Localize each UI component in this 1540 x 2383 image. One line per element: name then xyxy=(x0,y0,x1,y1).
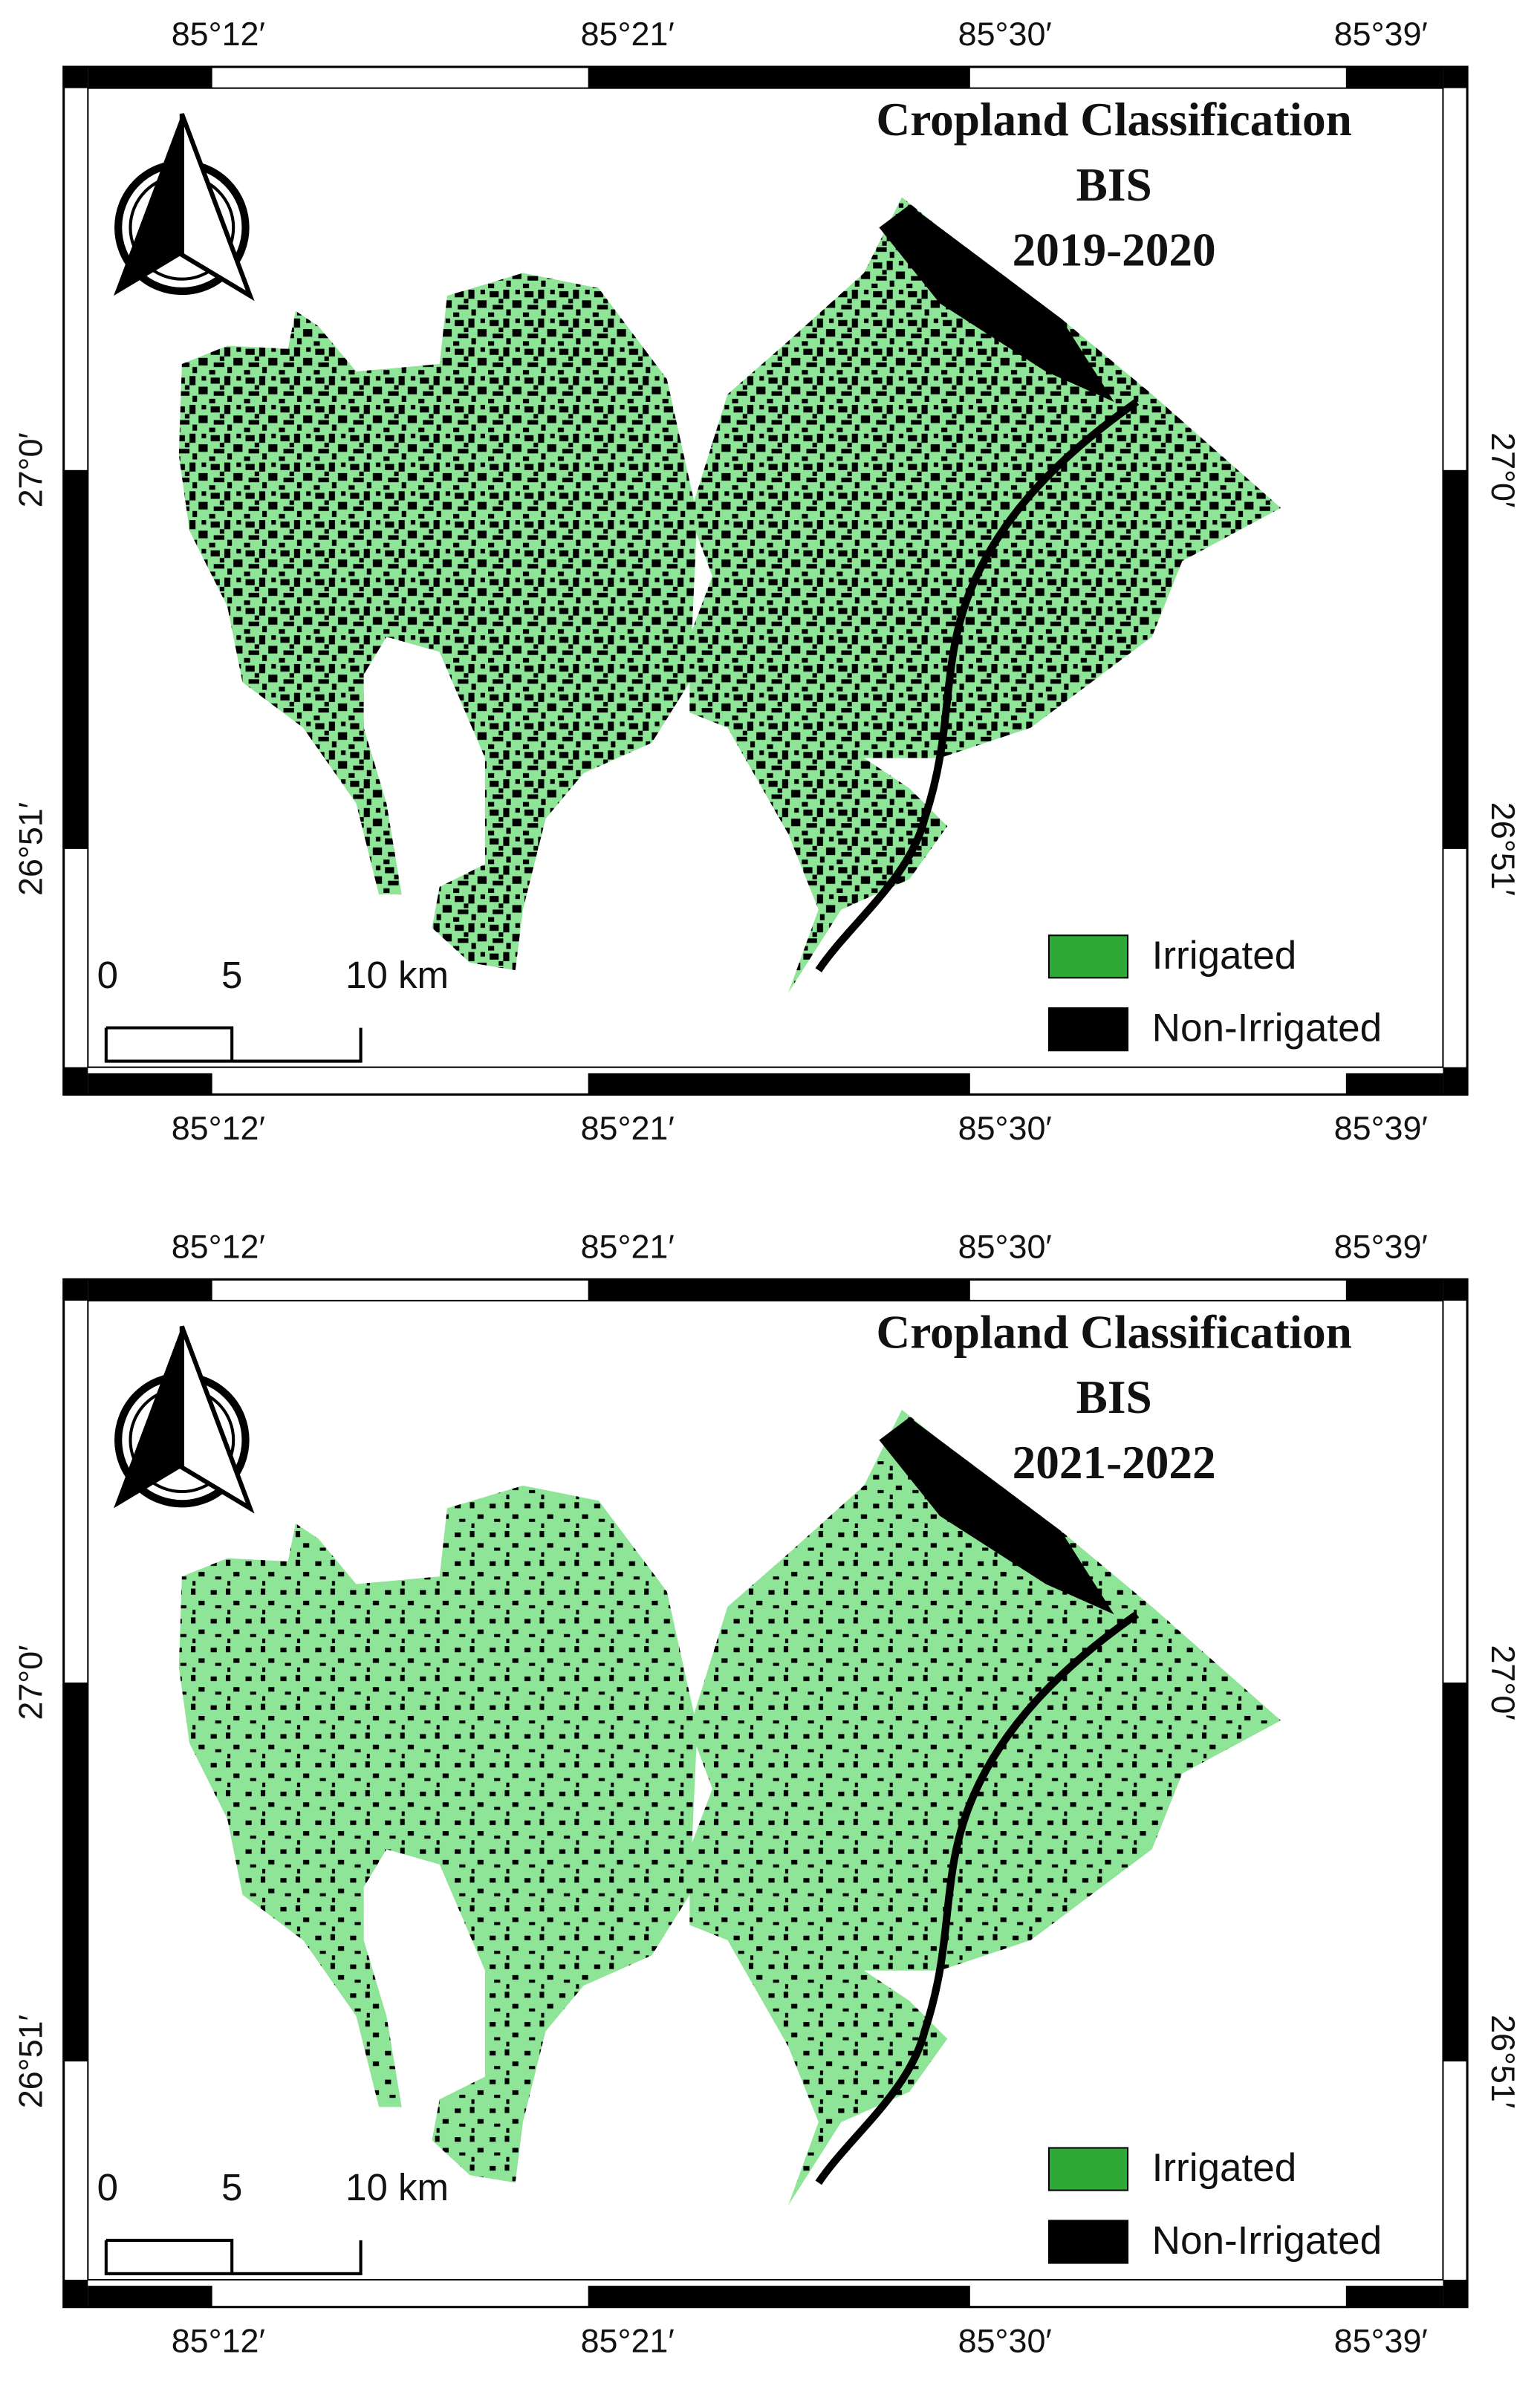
north-arrow xyxy=(114,114,182,296)
north-arrow xyxy=(114,1326,182,1509)
legend-swatch xyxy=(1047,934,1129,979)
frame-band xyxy=(588,67,970,88)
district-region xyxy=(178,1485,698,2183)
map-title: BIS xyxy=(1076,159,1152,211)
map-panel: Cropland Classification BIS 2021-2022 85°12… xyxy=(12,1227,1522,2359)
map-title: 2019-2020 xyxy=(1013,224,1216,276)
frame-band xyxy=(63,2279,88,2307)
legend-label: Irrigated xyxy=(1152,934,1297,978)
legend-label: Non-Irrigated xyxy=(1152,1007,1383,1050)
frame-band xyxy=(588,1279,970,1301)
latitude-label: 26°51′ xyxy=(12,802,50,896)
scale-bar xyxy=(104,1026,363,1063)
frame-band xyxy=(1443,1683,1468,2062)
frame-band xyxy=(63,67,88,88)
frame-band xyxy=(1345,67,1443,88)
frame-band xyxy=(1443,1279,1468,1301)
frame-band xyxy=(63,1067,88,1095)
map-title: Cropland Classification xyxy=(877,1306,1352,1358)
longitude-label: 85°30′ xyxy=(958,15,1052,53)
longitude-label: 85°39′ xyxy=(1334,1227,1428,1265)
longitude-label: 85°12′ xyxy=(172,15,265,53)
frame-band xyxy=(1443,67,1468,88)
longitude-label: 85°12′ xyxy=(172,2322,265,2360)
legend-swatch xyxy=(1047,1007,1129,1052)
north-arrow xyxy=(179,1325,255,1514)
frame-band xyxy=(1443,2279,1468,2307)
frame-band xyxy=(1345,2286,1443,2307)
legend-swatch xyxy=(1047,2220,1129,2264)
non-irrigated-patch xyxy=(879,204,1114,402)
non-irrigated-patch xyxy=(879,1417,1114,1615)
longitude-label: 85°12′ xyxy=(172,1109,265,1147)
longitude-label: 85°21′ xyxy=(581,2322,675,2360)
north-arrow xyxy=(179,113,255,302)
latitude-label: 26°51′ xyxy=(12,2015,50,2108)
map-title: Cropland Classification xyxy=(877,94,1352,146)
frame-band xyxy=(63,1683,88,2062)
frame-band xyxy=(88,1279,212,1301)
scale-label: 10 km xyxy=(345,954,449,996)
frame-band xyxy=(63,469,88,849)
scale-label: 0 xyxy=(97,954,118,996)
longitude-label: 85°39′ xyxy=(1334,2322,1428,2360)
frame-band xyxy=(88,67,212,88)
district-region xyxy=(689,1409,1281,2205)
longitude-label: 85°30′ xyxy=(958,1109,1052,1147)
river xyxy=(815,398,1140,972)
longitude-label: 85°39′ xyxy=(1334,1109,1428,1147)
river xyxy=(815,1611,1140,2185)
scale-label: 5 xyxy=(221,2166,242,2208)
frame-band xyxy=(88,1073,212,1095)
frame-band xyxy=(1345,1073,1443,1095)
legend-swatch xyxy=(1047,2147,1129,2191)
longitude-label: 85°21′ xyxy=(581,15,675,53)
longitude-label: 85°39′ xyxy=(1334,15,1428,53)
scale-label: 0 xyxy=(97,2166,118,2208)
scale-bar xyxy=(104,2238,363,2275)
map-title: BIS xyxy=(1076,1371,1152,1423)
latitude-label: 26°51′ xyxy=(1484,2015,1522,2108)
frame-band xyxy=(63,1279,88,1301)
latitude-label: 27°0′ xyxy=(1484,1645,1522,1720)
frame-band xyxy=(88,2286,212,2307)
legend-label: Irrigated xyxy=(1152,2146,1297,2190)
map-panel: Cropland Classification BIS 2019-2020 85°12… xyxy=(12,15,1522,1147)
latitude-label: 27°0′ xyxy=(12,432,50,507)
district-region xyxy=(689,197,1281,993)
scale-label: 5 xyxy=(221,954,242,996)
frame-band xyxy=(1345,1279,1443,1301)
longitude-label: 85°12′ xyxy=(172,1227,265,1265)
longitude-label: 85°30′ xyxy=(958,1227,1052,1265)
map-title: 2021-2022 xyxy=(1013,1437,1216,1489)
latitude-label: 26°51′ xyxy=(1484,802,1522,896)
longitude-label: 85°30′ xyxy=(958,2322,1052,2360)
frame-band xyxy=(588,2286,970,2307)
latitude-label: 27°0′ xyxy=(1484,432,1522,507)
frame-band xyxy=(1443,1067,1468,1095)
longitude-label: 85°21′ xyxy=(581,1227,675,1265)
district-region xyxy=(178,273,698,971)
longitude-label: 85°21′ xyxy=(581,1109,675,1147)
frame-band xyxy=(588,1073,970,1095)
frame-band xyxy=(1443,469,1468,849)
latitude-label: 27°0′ xyxy=(12,1645,50,1720)
scale-label: 10 km xyxy=(345,2166,449,2208)
legend-label: Non-Irrigated xyxy=(1152,2219,1383,2263)
